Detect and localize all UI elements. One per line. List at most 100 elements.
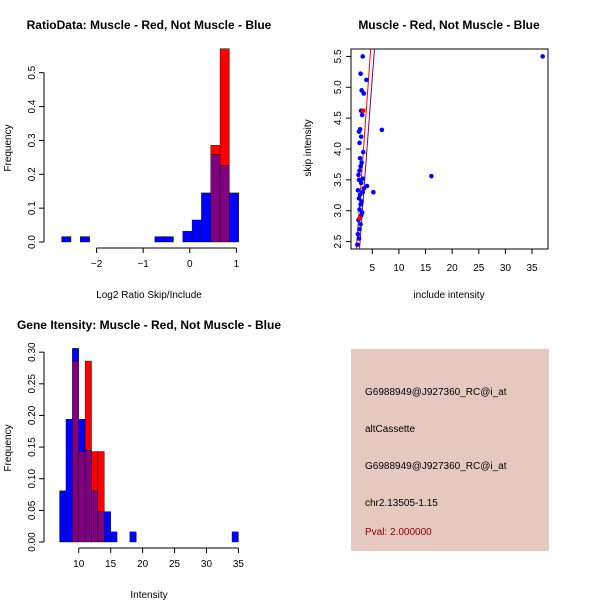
scatter-point-not-muscle (359, 112, 365, 118)
intensity-bar-not-muscle (78, 419, 86, 452)
scatter-panel: Muscle - Red, Not Muscle - Blue include … (303, 18, 549, 301)
intensity-bar-not-muscle (65, 419, 73, 543)
ratio-bar-not-muscle (201, 192, 211, 243)
intensity-y-tick-label: 0.00 (27, 532, 38, 552)
intensity-bar-not-muscle (129, 531, 137, 543)
intensity-x-tick-label: 15 (105, 559, 117, 570)
intensity-bar-muscle (91, 451, 99, 491)
scatter-point-not-muscle (357, 226, 362, 232)
scatter-point-not-muscle (360, 54, 366, 59)
scatter-y-axis: 2.5 3.0 3.5 4.0 4.5 5.0 5.5 (333, 49, 351, 249)
scatter-x-tick-label: 35 (526, 263, 538, 274)
ratio-y-tick-label: 0.2 (27, 167, 38, 181)
scatter-y-tick-label: 4.5 (333, 111, 344, 125)
ratio-chart-title: RatioData: Muscle - Red, Not Muscle - Bl… (27, 18, 272, 32)
scatter-point-not-muscle (359, 210, 365, 215)
ratio-bar-muscle (210, 144, 221, 155)
probe-id-label-2: G6988949@J927360_RC@i_at (365, 461, 507, 472)
scatter-point-muscle (357, 215, 362, 221)
scatter-y-tick-label: 4.0 (333, 142, 344, 156)
ratio-y-tick-label: 0.5 (27, 65, 38, 79)
scatter-point-not-muscle (361, 91, 367, 96)
ratio-bar-not-muscle (154, 236, 165, 243)
scatter-point-not-muscle (356, 177, 362, 183)
scatter-point-not-muscle (429, 173, 434, 179)
scatter-point-not-muscle (358, 71, 363, 76)
scatter-point-not-muscle (364, 183, 370, 189)
intensity-x-tick-label: 35 (233, 559, 245, 570)
ratio-bar-not-muscle (229, 192, 239, 243)
intensity-y-tick-label: 0.10 (27, 469, 38, 489)
scatter-point-not-muscle (357, 207, 362, 212)
scatter-point-not-muscle (355, 231, 361, 237)
intensity-bar-overlap (91, 490, 99, 543)
intensity-y-tick-label: 0.25 (27, 374, 38, 394)
scatter-x-tick-label: 20 (447, 263, 459, 274)
scatter-y-tick-label: 3.0 (333, 203, 344, 217)
scatter-point-not-muscle (360, 149, 366, 155)
scatter-point-not-muscle (359, 199, 364, 204)
ratio-bar-overlap (219, 165, 230, 243)
intensity-bar-not-muscle (110, 531, 118, 543)
chromosome-label: chr2.13505-1.15 (365, 498, 438, 509)
scatter-y-tick-label: 2.5 (333, 234, 344, 248)
intensity-y-tick-label: 0.05 (27, 500, 38, 520)
ratio-y-tick-label: 0.4 (27, 99, 38, 113)
scatter-point-not-muscle (361, 186, 367, 191)
scatter-chart-title: Muscle - Red, Not Muscle - Blue (358, 18, 540, 32)
intensity-bar-overlap (78, 451, 86, 543)
scatter-x-tick-label: 10 (393, 263, 405, 274)
ratio-bars (61, 48, 239, 243)
ratio-y-tick-label: 0.1 (27, 201, 38, 215)
intensity-x-axis-label: Intensity (130, 590, 167, 600)
intensity-bar-overlap (97, 511, 105, 543)
intensity-histogram-panel: Gene Itensity: Muscle - Red, Not Muscle … (3, 318, 281, 600)
scatter-point-not-muscle (355, 188, 361, 193)
intensity-y-axis: 0.00 0.05 0.10 0.15 0.20 0.25 0.30 (27, 342, 45, 552)
intensity-bar-not-muscle (59, 490, 67, 543)
scatter-x-axis-label: include intensity (413, 290, 484, 301)
intensity-x-tick-label: 10 (73, 559, 85, 570)
ratio-bar-not-muscle (61, 236, 72, 243)
intensity-bar-overlap (84, 450, 92, 543)
intensity-y-axis-label: Frequency (3, 424, 14, 471)
intensity-x-tick-label: 20 (137, 559, 149, 570)
scatter-point-not-muscle (360, 176, 366, 181)
pval-label: Pval: 2.000000 (365, 527, 432, 538)
ratio-bar-overlap (210, 154, 221, 243)
ratio-y-tick-label: 0.0 (27, 235, 38, 249)
scatter-x-tick-label: 30 (500, 263, 512, 274)
intensity-bar-overlap (72, 360, 79, 543)
probe-id-label: G6988949@J927360_RC@i_at (365, 387, 507, 398)
intensity-bar-not-muscle (72, 348, 79, 362)
intensity-x-axis: 10 15 20 25 30 35 (73, 547, 245, 570)
ratio-bar-not-muscle (191, 219, 202, 243)
intensity-bar-not-muscle (231, 531, 239, 543)
ratio-x-tick-label: 0 (187, 259, 193, 270)
scatter-plot-box (350, 48, 549, 250)
scatter-point-not-muscle (357, 126, 363, 132)
ratio-x-tick-label: 1 (234, 259, 240, 270)
scatter-point-not-muscle (356, 236, 362, 241)
scatter-point-muscle (360, 108, 366, 114)
ratio-bar-not-muscle (182, 230, 193, 243)
intensity-bars (59, 348, 239, 543)
ratio-x-tick-label: −2 (91, 259, 103, 270)
ratio-bar-not-muscle (80, 236, 90, 243)
scatter-y-tick-label: 3.5 (333, 172, 344, 186)
scatter-y-axis-label: skip intensity (303, 119, 314, 176)
intensity-chart-title: Gene Itensity: Muscle - Red, Not Muscle … (17, 318, 281, 332)
scatter-point-not-muscle (358, 134, 364, 139)
ratio-bar-not-muscle (163, 236, 174, 243)
scatter-y-tick-label: 5.5 (333, 49, 344, 63)
scatter-point-not-muscle (358, 163, 363, 169)
intensity-y-tick-label: 0.15 (27, 437, 38, 457)
scatter-x-tick-label: 15 (420, 263, 432, 274)
ratio-x-tick-label: −1 (137, 259, 149, 270)
intensity-bar-muscle (84, 360, 92, 451)
scatter-point-not-muscle (356, 196, 362, 201)
intensity-bar-muscle (97, 451, 105, 512)
scatter-point-not-muscle (379, 127, 385, 133)
scatter-point-not-muscle (359, 160, 364, 165)
